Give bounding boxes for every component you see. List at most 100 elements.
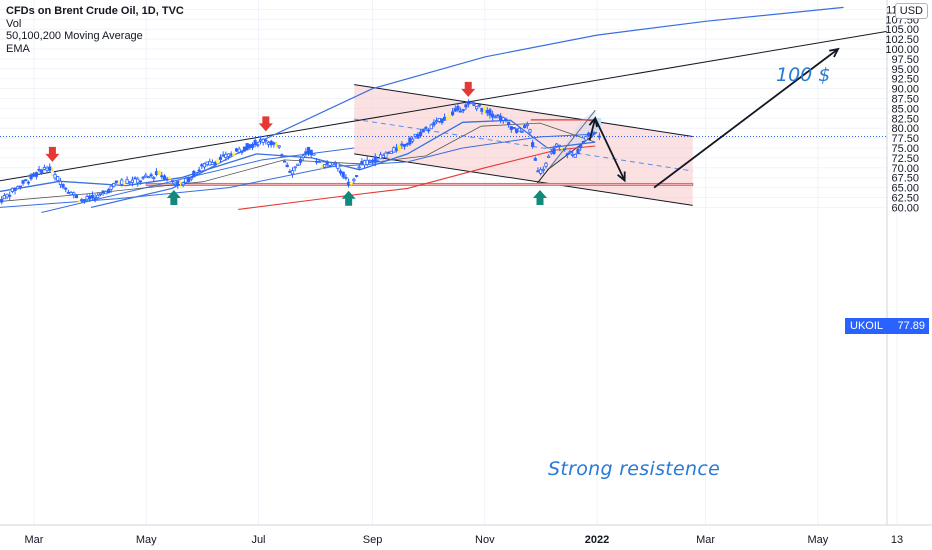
candle-body — [181, 182, 185, 186]
candle-body — [202, 163, 207, 168]
candle-body — [165, 178, 169, 181]
candle-body — [189, 177, 193, 180]
candle-body — [18, 185, 22, 188]
candle-body — [397, 144, 401, 151]
candle-body — [531, 142, 535, 147]
candle-body — [408, 137, 412, 145]
candle-body — [26, 181, 30, 184]
candle-body — [485, 109, 489, 114]
y-tick-label: 92.50 — [891, 74, 919, 86]
candle-body — [450, 111, 455, 116]
candle-body — [421, 128, 425, 133]
candle-body — [354, 175, 359, 177]
candle-body — [496, 114, 500, 117]
candle-body — [400, 143, 404, 146]
candle-body — [491, 113, 495, 118]
channel-upper-line — [354, 84, 693, 137]
candle-body — [370, 159, 375, 162]
candle-body — [90, 194, 95, 199]
candle-body — [157, 170, 161, 175]
candle-body — [232, 153, 236, 157]
candle-body — [394, 147, 399, 152]
candle-body — [507, 121, 511, 125]
candle-body — [109, 185, 113, 190]
candle-body — [13, 187, 17, 191]
candle-body — [144, 174, 148, 178]
candle-body — [306, 146, 311, 154]
candle-body — [317, 161, 321, 164]
candle-body — [549, 151, 553, 154]
candle-body — [104, 191, 108, 195]
candle-body — [208, 161, 212, 166]
grid-lines — [0, 0, 898, 525]
candle-body — [432, 122, 436, 126]
candle-body — [341, 171, 345, 178]
candle-body — [373, 156, 377, 163]
indicator-ema[interactable]: EMA — [6, 42, 30, 55]
candle-body — [378, 154, 383, 160]
candle-body — [66, 191, 71, 194]
ascending-channel-lower — [41, 147, 355, 213]
indicator-moving-average[interactable]: 50,100,200 Moving Average — [6, 30, 143, 42]
y-tick-label: 82.50 — [891, 113, 919, 125]
forecast-down-arrow-head — [617, 171, 626, 183]
candle-body — [229, 153, 233, 156]
indicator-vol[interactable]: Vol — [6, 17, 22, 30]
candle-body — [475, 106, 479, 110]
candle-body — [555, 143, 559, 147]
candle-body — [112, 183, 116, 187]
candle-body — [130, 179, 135, 183]
symbol-title[interactable]: CFDs on Brent Crude Oil, 1D, TVC — [6, 5, 184, 17]
forecast-down-arrow — [594, 117, 626, 183]
y-tick-label: 97.50 — [891, 54, 919, 66]
y-tick-label: 80.00 — [891, 123, 919, 135]
ma-200-line — [238, 145, 596, 210]
candle-body — [16, 186, 20, 190]
candle-body — [464, 104, 468, 108]
candle-body — [352, 178, 356, 182]
candle-body — [579, 144, 583, 149]
candle-body — [216, 159, 220, 164]
candle-body — [272, 142, 276, 145]
candle-body — [483, 107, 487, 113]
candle-body — [448, 113, 452, 117]
candle-body — [141, 176, 145, 179]
candle-body — [5, 193, 9, 198]
chart-legend: CFDs on Brent Crude Oil, 1D, TVC Vol 50,… — [6, 5, 184, 55]
candle-body — [328, 165, 332, 167]
x-tick-label: May — [136, 534, 157, 546]
target-annotation[interactable]: 100 $ — [776, 64, 831, 86]
resistance-annotation[interactable]: Strong resistence — [548, 458, 721, 480]
upper-trendline — [0, 30, 887, 182]
candle-body — [571, 153, 575, 156]
candle-body — [442, 116, 447, 121]
candle-body — [258, 139, 263, 142]
ma-50-line — [0, 122, 596, 202]
candle-body — [330, 162, 335, 166]
candle-body — [93, 197, 97, 201]
candle-body — [320, 166, 324, 169]
candle-body — [525, 124, 529, 126]
candle-body — [149, 174, 153, 177]
y-tick-label: 85.00 — [891, 103, 919, 115]
candle-body — [365, 159, 369, 165]
candle-body — [560, 147, 564, 150]
candle-body — [429, 124, 433, 130]
candle-body — [309, 149, 313, 156]
currency-selector[interactable]: USD — [894, 3, 928, 19]
x-tick-label: 13 — [891, 534, 903, 546]
candle-body — [568, 151, 572, 154]
candle-body — [192, 170, 196, 178]
y-axis: 60.0062.5065.0067.5070.0072.5075.0077.50… — [885, 0, 919, 525]
candle-body — [512, 127, 516, 129]
candle-body — [242, 146, 247, 152]
candle-body — [264, 139, 268, 142]
candle-body — [146, 176, 151, 179]
candle-body — [325, 161, 329, 165]
candle-body — [360, 161, 364, 165]
candle-body — [77, 200, 81, 203]
candle-body — [437, 117, 441, 122]
y-tick-label: 105.00 — [885, 24, 919, 36]
y-tick-label: 95.00 — [891, 64, 919, 76]
